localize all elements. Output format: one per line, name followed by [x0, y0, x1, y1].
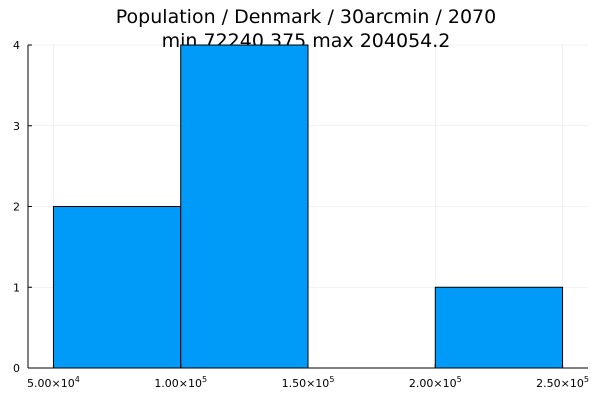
x-tick-label-1: 1.00×105	[154, 375, 207, 390]
chart-title: Population / Denmark / 30arcmin / 2070	[116, 6, 496, 28]
y-tick-label-3: 3	[13, 120, 20, 133]
x-tick-label-4: 2.50×105	[536, 375, 589, 390]
y-tick-label-4: 4	[13, 39, 20, 52]
x-tick-label-0: 5.00×104	[27, 375, 80, 390]
histogram-bars	[52, 44, 564, 369]
histogram-bar-0	[52, 206, 182, 369]
x-ticks: 5.00×104 1.00×105 1.50×105 2.00×105 2.50×105	[27, 364, 589, 390]
y-tick-label-0: 0	[13, 362, 20, 375]
histogram-bar-3	[434, 286, 564, 369]
histogram-bar-1	[180, 44, 309, 369]
y-tick-label-2: 2	[13, 201, 20, 214]
y-tick-label-1: 1	[13, 281, 20, 294]
x-tick-label-3: 2.00×105	[409, 375, 462, 390]
x-tick-label-2: 1.50×105	[282, 375, 335, 390]
y-ticks: 0 1 2 3 4	[13, 39, 32, 375]
